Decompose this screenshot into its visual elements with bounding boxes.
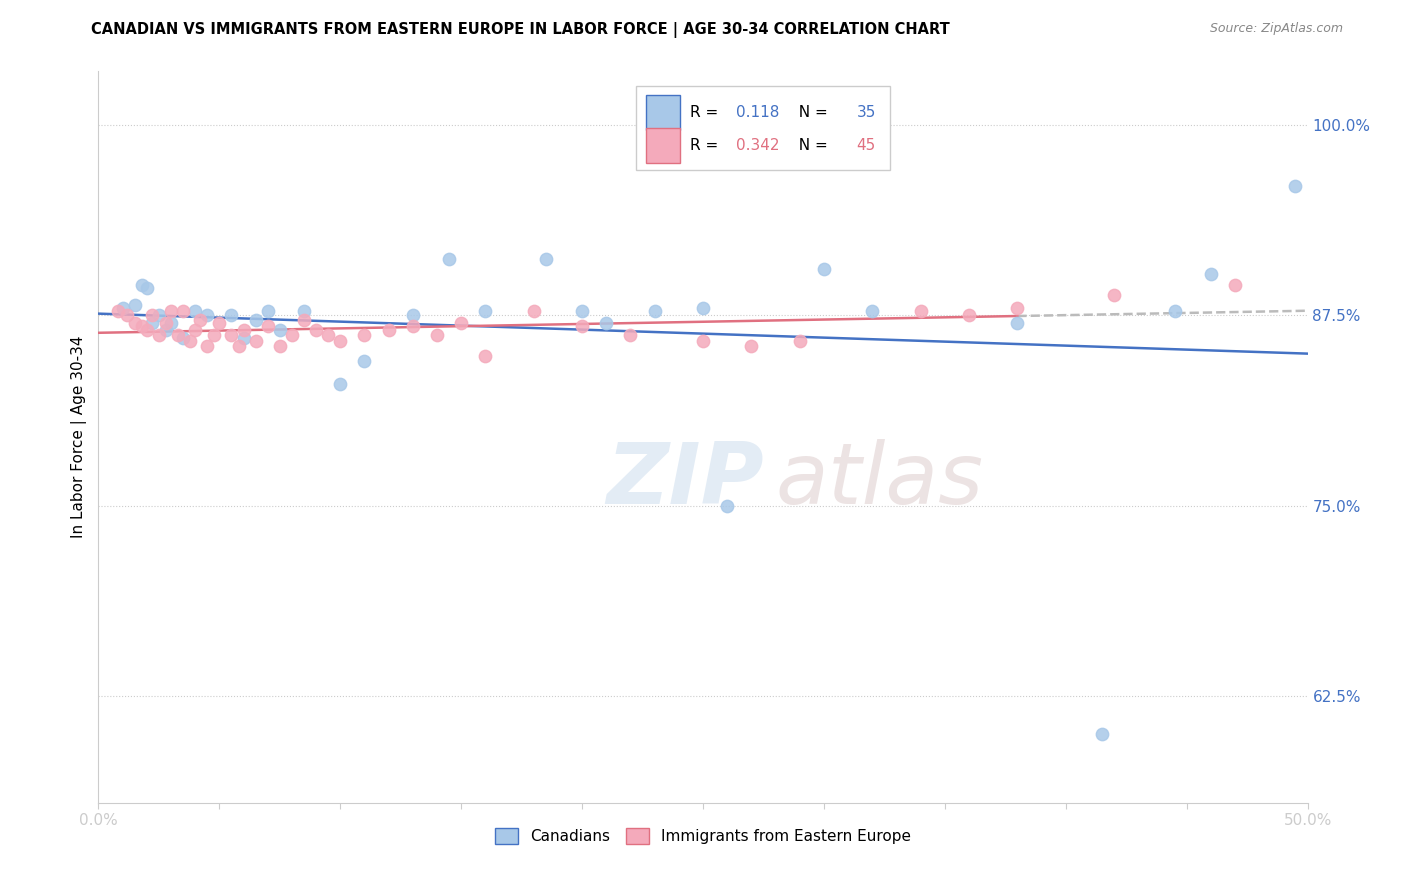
Point	[131, 277, 153, 292]
Point	[184, 323, 207, 337]
Point	[1007, 301, 1029, 315]
Point	[595, 316, 617, 330]
Point	[1163, 303, 1185, 318]
Point	[135, 281, 157, 295]
Point	[1223, 277, 1246, 292]
Point	[148, 328, 170, 343]
Point	[160, 316, 183, 330]
Point	[402, 318, 425, 333]
Point	[534, 252, 557, 266]
Point	[437, 252, 460, 266]
Point	[245, 312, 267, 326]
Point	[228, 338, 250, 352]
Text: atlas: atlas	[776, 440, 984, 523]
Point	[195, 308, 218, 322]
Text: R =: R =	[690, 137, 723, 153]
Point	[281, 328, 304, 343]
FancyBboxPatch shape	[637, 86, 890, 170]
Point	[644, 303, 666, 318]
Text: 35: 35	[856, 105, 876, 120]
Text: 0.342: 0.342	[735, 137, 779, 153]
Point	[208, 316, 231, 330]
Point	[957, 308, 980, 322]
Point	[1007, 316, 1029, 330]
Bar	[647, 95, 681, 130]
Point	[619, 328, 641, 343]
Point	[305, 323, 328, 337]
Point	[740, 338, 762, 352]
Point	[141, 316, 163, 330]
Point	[117, 308, 139, 322]
Point	[353, 328, 375, 343]
Text: 0.118: 0.118	[735, 105, 779, 120]
Point	[256, 318, 278, 333]
Point	[124, 316, 146, 330]
Legend: Canadians, Immigrants from Eastern Europe: Canadians, Immigrants from Eastern Europ…	[489, 822, 917, 850]
Point	[292, 312, 315, 326]
Point	[124, 297, 146, 311]
Point	[135, 323, 157, 337]
Point	[232, 323, 254, 337]
Point	[377, 323, 399, 337]
Point	[221, 308, 243, 322]
Point	[474, 349, 496, 363]
Point	[179, 334, 201, 348]
Point	[789, 334, 811, 348]
Point	[1091, 727, 1114, 741]
Text: 45: 45	[856, 137, 876, 153]
Point	[245, 334, 267, 348]
Point	[450, 316, 472, 330]
Point	[353, 354, 375, 368]
Point	[571, 318, 593, 333]
Point	[111, 301, 134, 315]
Point	[716, 499, 738, 513]
Point	[256, 303, 278, 318]
Point	[692, 301, 714, 315]
Point	[107, 303, 129, 318]
Text: ZIP: ZIP	[606, 440, 763, 523]
Point	[204, 328, 226, 343]
Point	[692, 334, 714, 348]
Point	[184, 303, 207, 318]
Text: N =: N =	[789, 137, 832, 153]
Point	[155, 323, 177, 337]
Point	[195, 338, 218, 352]
Point	[269, 338, 291, 352]
Point	[1284, 178, 1306, 193]
Bar	[647, 128, 681, 163]
Point	[148, 308, 170, 322]
Point	[426, 328, 449, 343]
Point	[402, 308, 425, 322]
Point	[188, 312, 211, 326]
Text: CANADIAN VS IMMIGRANTS FROM EASTERN EUROPE IN LABOR FORCE | AGE 30-34 CORRELATIO: CANADIAN VS IMMIGRANTS FROM EASTERN EURO…	[91, 22, 950, 38]
Point	[292, 303, 315, 318]
Point	[172, 331, 194, 345]
Y-axis label: In Labor Force | Age 30-34: In Labor Force | Age 30-34	[72, 335, 87, 539]
Point	[860, 303, 883, 318]
Point	[329, 376, 352, 391]
Point	[813, 262, 835, 277]
Point	[329, 334, 352, 348]
Point	[1102, 288, 1125, 302]
Point	[141, 308, 163, 322]
Point	[131, 318, 153, 333]
Point	[221, 328, 243, 343]
Point	[474, 303, 496, 318]
Point	[160, 303, 183, 318]
Text: R =: R =	[690, 105, 723, 120]
Point	[172, 303, 194, 318]
Point	[269, 323, 291, 337]
Point	[155, 316, 177, 330]
Point	[571, 303, 593, 318]
Point	[167, 328, 190, 343]
Point	[523, 303, 546, 318]
Text: Source: ZipAtlas.com: Source: ZipAtlas.com	[1209, 22, 1343, 36]
Point	[1199, 267, 1222, 281]
Point	[316, 328, 339, 343]
Point	[910, 303, 932, 318]
Point	[232, 331, 254, 345]
Text: N =: N =	[789, 105, 832, 120]
